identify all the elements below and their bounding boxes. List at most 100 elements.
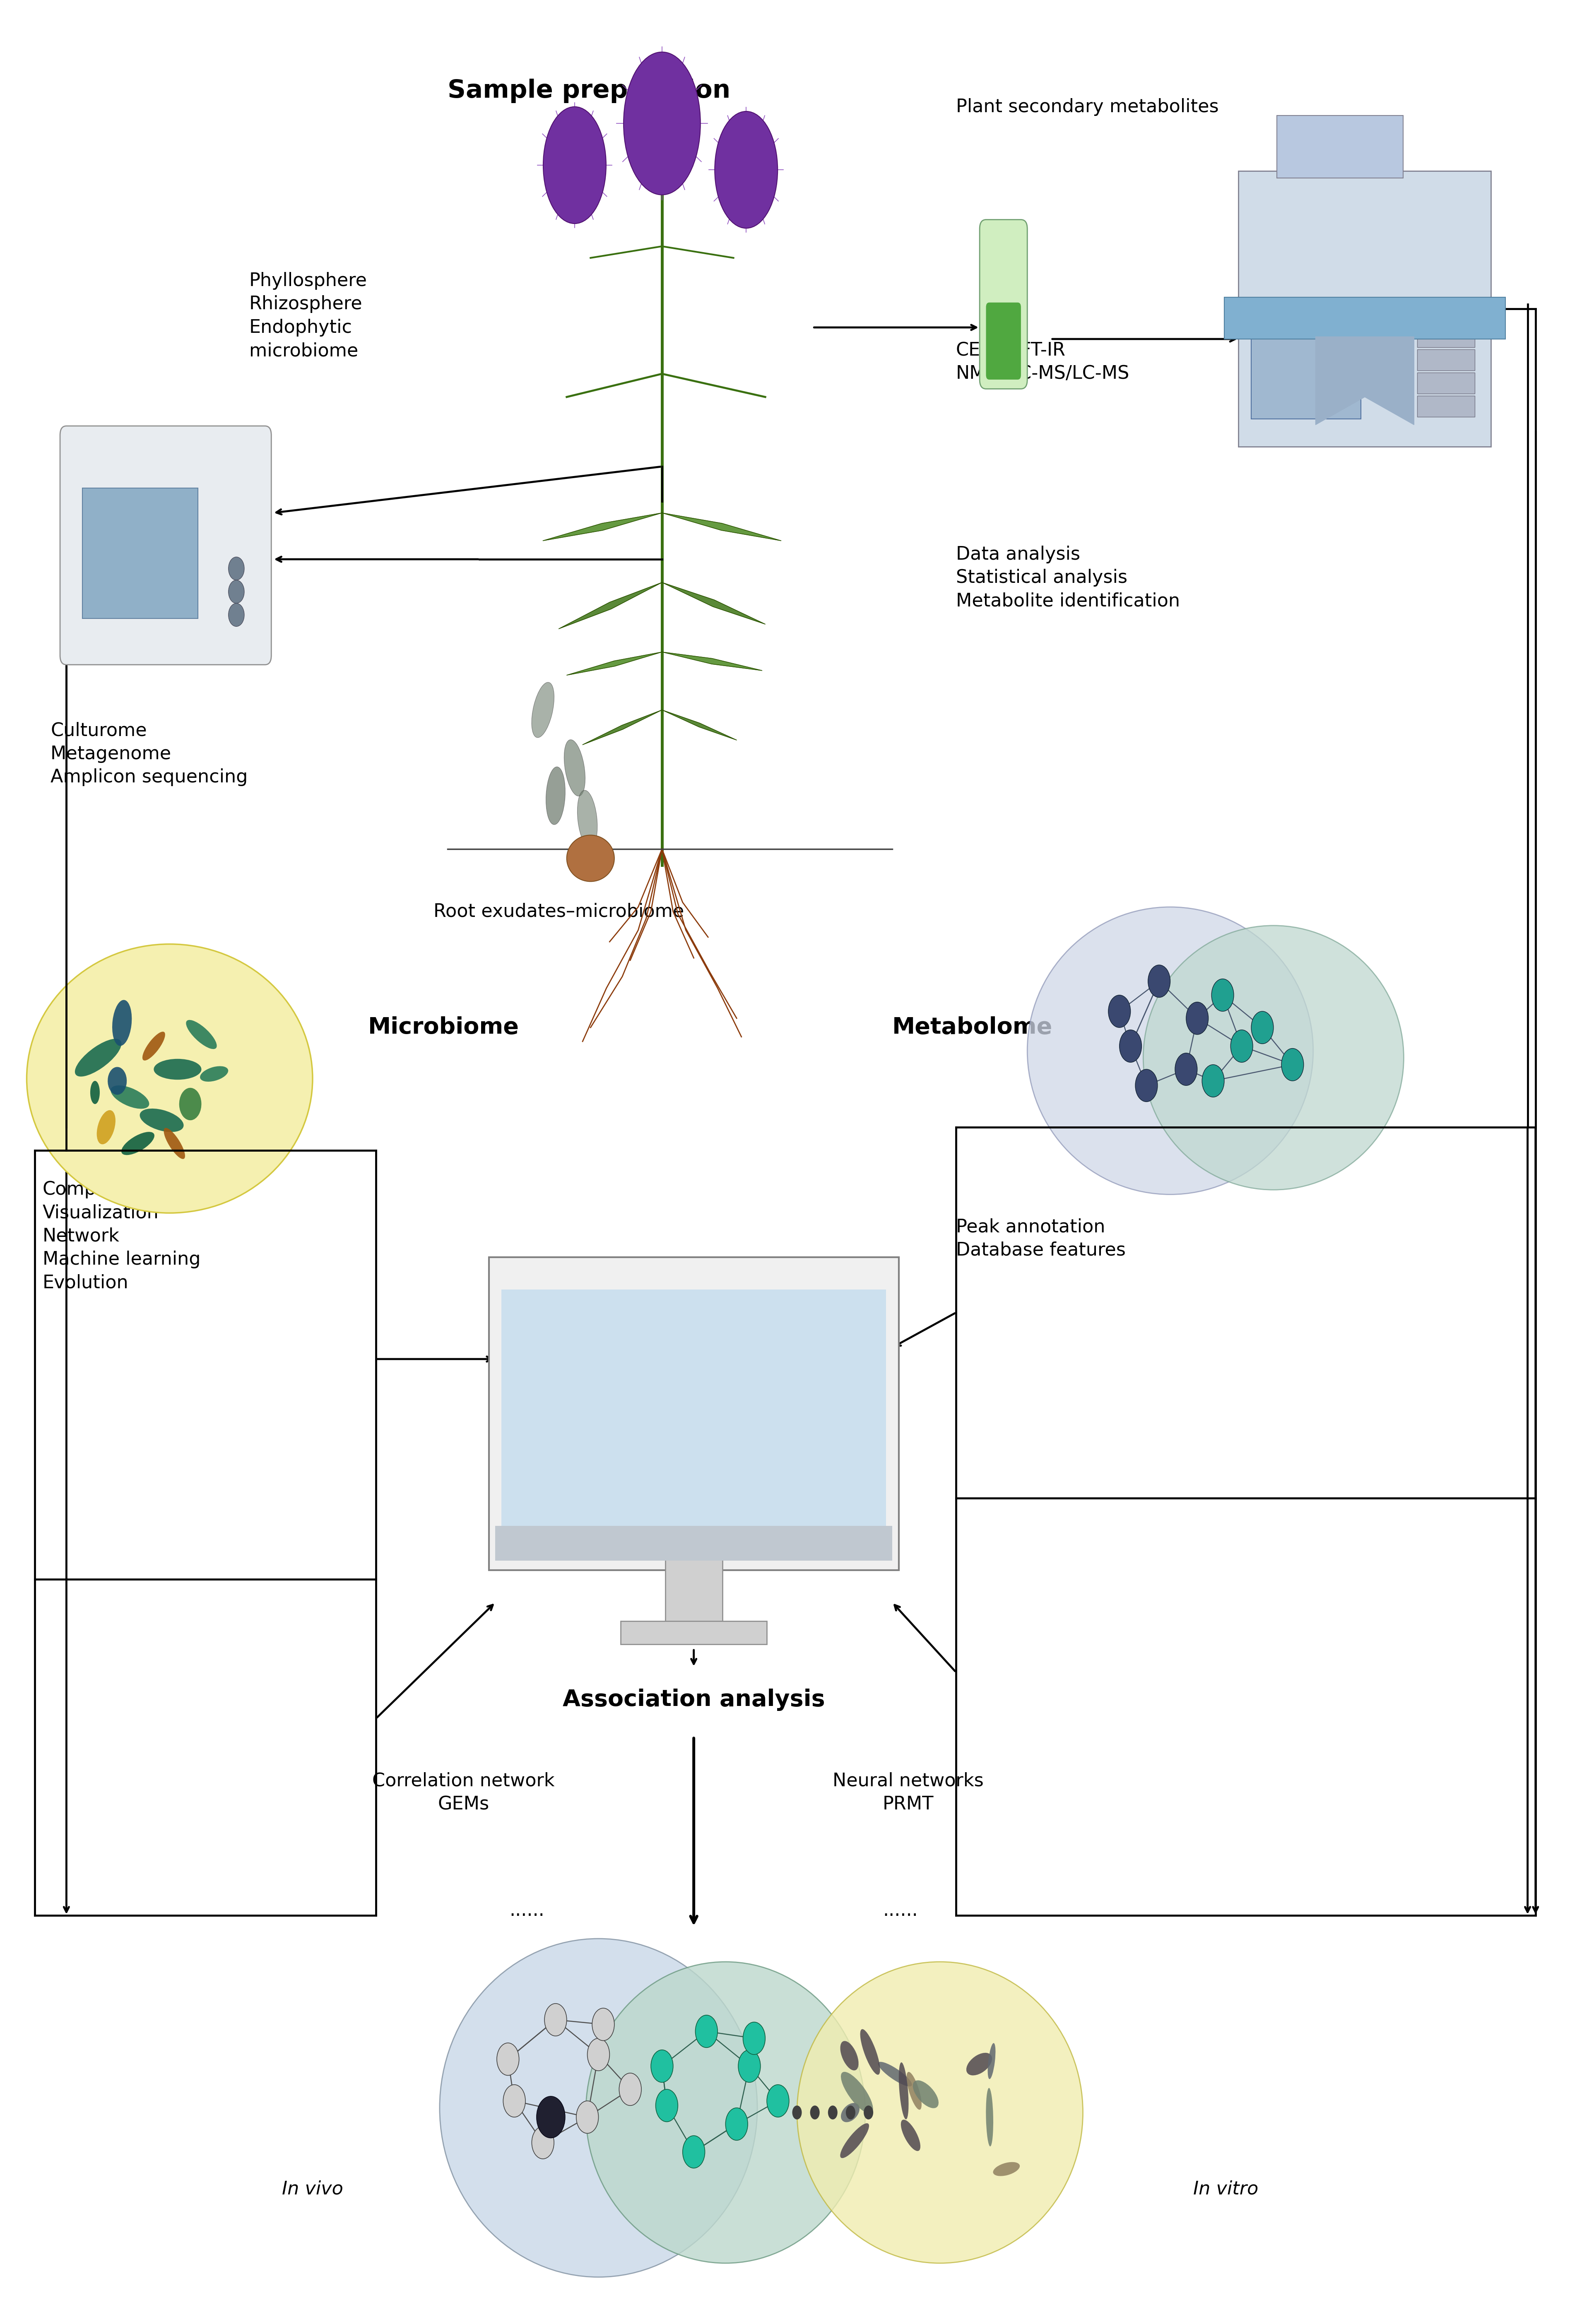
Ellipse shape	[75, 1039, 121, 1076]
Ellipse shape	[142, 1032, 166, 1060]
Ellipse shape	[899, 2061, 909, 2119]
Ellipse shape	[179, 1088, 201, 1120]
Text: Culturome
Metagenome
Amplicon sequencing: Culturome Metagenome Amplicon sequencing	[51, 723, 247, 786]
Circle shape	[846, 2106, 856, 2119]
Ellipse shape	[901, 2119, 920, 2152]
Circle shape	[1148, 964, 1170, 997]
Ellipse shape	[623, 51, 700, 195]
FancyBboxPatch shape	[1417, 325, 1474, 346]
Ellipse shape	[840, 2040, 859, 2071]
Circle shape	[743, 2022, 765, 2054]
Ellipse shape	[913, 2080, 939, 2108]
Ellipse shape	[1143, 925, 1404, 1190]
Circle shape	[1135, 1069, 1157, 1102]
Circle shape	[695, 2015, 717, 2047]
Circle shape	[228, 604, 244, 627]
Ellipse shape	[440, 1938, 757, 2278]
FancyBboxPatch shape	[496, 1527, 893, 1562]
Ellipse shape	[153, 1060, 201, 1081]
Ellipse shape	[27, 944, 312, 1213]
Ellipse shape	[797, 1961, 1082, 2264]
Ellipse shape	[714, 112, 778, 228]
FancyBboxPatch shape	[489, 1257, 899, 1571]
Circle shape	[767, 2085, 789, 2117]
FancyBboxPatch shape	[502, 1290, 886, 1543]
Text: Data analysis
Statistical analysis
Metabolite identification: Data analysis Statistical analysis Metab…	[956, 546, 1180, 611]
Circle shape	[792, 2106, 802, 2119]
Circle shape	[1108, 995, 1130, 1027]
Circle shape	[504, 2085, 526, 2117]
Circle shape	[827, 2106, 837, 2119]
Text: Plant secondary metabolites: Plant secondary metabolites	[956, 98, 1218, 116]
FancyBboxPatch shape	[1251, 297, 1361, 418]
Ellipse shape	[842, 2103, 859, 2122]
Text: CE-MS/FT-IR
NMR/GC-MS/LC-MS: CE-MS/FT-IR NMR/GC-MS/LC-MS	[956, 342, 1130, 383]
Circle shape	[1186, 1002, 1208, 1034]
Ellipse shape	[567, 834, 614, 881]
FancyBboxPatch shape	[987, 302, 1020, 379]
Ellipse shape	[861, 2029, 880, 2075]
Ellipse shape	[108, 1067, 128, 1095]
Ellipse shape	[97, 1111, 115, 1143]
Circle shape	[1202, 1064, 1224, 1097]
Ellipse shape	[544, 107, 606, 223]
Ellipse shape	[545, 767, 566, 825]
Polygon shape	[662, 709, 736, 739]
FancyBboxPatch shape	[1417, 395, 1474, 416]
FancyBboxPatch shape	[1417, 372, 1474, 393]
FancyBboxPatch shape	[665, 1555, 722, 1634]
Text: Peak annotation
Database features: Peak annotation Database features	[956, 1218, 1125, 1260]
Ellipse shape	[532, 683, 555, 737]
Polygon shape	[1315, 337, 1414, 425]
Text: Phyllosphere
Rhizosphere
Endophytic
microbiome: Phyllosphere Rhizosphere Endophytic micr…	[249, 272, 367, 360]
Circle shape	[1211, 978, 1234, 1011]
Circle shape	[577, 2101, 598, 2133]
Ellipse shape	[987, 2087, 993, 2147]
Ellipse shape	[993, 2161, 1020, 2175]
Polygon shape	[662, 653, 762, 672]
Polygon shape	[559, 583, 662, 630]
Polygon shape	[662, 583, 765, 625]
Ellipse shape	[907, 2073, 921, 2110]
Circle shape	[1251, 1011, 1274, 1043]
Circle shape	[738, 2050, 760, 2082]
Circle shape	[587, 2038, 609, 2071]
Ellipse shape	[110, 1085, 150, 1109]
Text: Sample preparation: Sample preparation	[448, 79, 730, 102]
Ellipse shape	[121, 1132, 155, 1155]
Circle shape	[537, 2096, 566, 2138]
Circle shape	[591, 2008, 614, 2040]
Ellipse shape	[91, 1081, 100, 1104]
Polygon shape	[662, 514, 781, 541]
Circle shape	[228, 581, 244, 604]
Ellipse shape	[164, 1127, 185, 1160]
FancyBboxPatch shape	[1417, 349, 1474, 370]
Text: Metabolome: Metabolome	[893, 1016, 1052, 1039]
Text: Microbiome: Microbiome	[368, 1016, 520, 1039]
Circle shape	[650, 2050, 673, 2082]
Ellipse shape	[1027, 906, 1313, 1195]
Text: Computational
approaches: Computational approaches	[604, 1371, 784, 1420]
Polygon shape	[544, 514, 662, 541]
Ellipse shape	[585, 1961, 866, 2264]
FancyBboxPatch shape	[980, 221, 1027, 388]
Circle shape	[682, 2136, 705, 2168]
Text: Root exudates–microbiome: Root exudates–microbiome	[434, 902, 684, 920]
Circle shape	[1282, 1048, 1304, 1081]
Ellipse shape	[186, 1020, 217, 1048]
Circle shape	[864, 2106, 874, 2119]
FancyBboxPatch shape	[83, 488, 198, 618]
Ellipse shape	[842, 2071, 874, 2113]
Circle shape	[618, 2073, 641, 2106]
Text: Comparison
Visualization
Network
Machine learning
Evolution: Comparison Visualization Network Machine…	[43, 1181, 201, 1292]
Circle shape	[655, 2089, 677, 2122]
Ellipse shape	[840, 2124, 869, 2159]
Ellipse shape	[878, 2061, 912, 2087]
Ellipse shape	[577, 790, 598, 848]
Text: In vitro: In vitro	[1194, 2180, 1258, 2199]
Text: Correlation network
GEMs: Correlation network GEMs	[373, 1771, 555, 1813]
Text: Association analysis: Association analysis	[563, 1690, 826, 1710]
Text: ......: ......	[510, 1901, 545, 1920]
Circle shape	[725, 2108, 748, 2140]
Ellipse shape	[988, 2043, 996, 2080]
